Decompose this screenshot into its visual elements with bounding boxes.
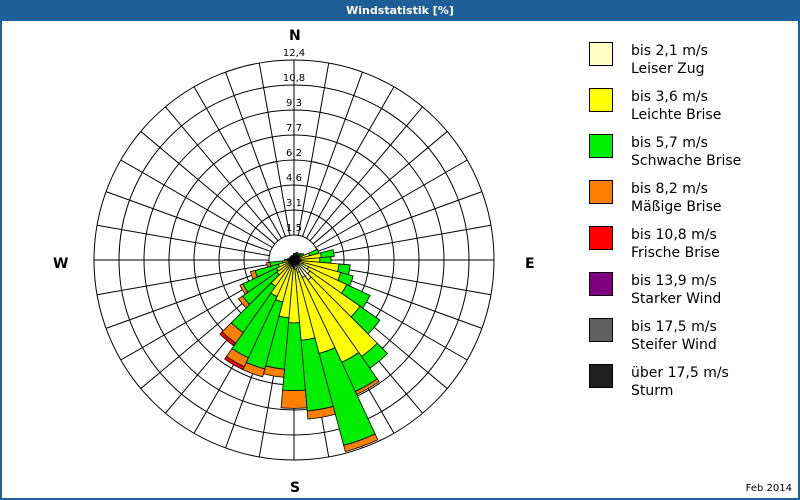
legend-swatch bbox=[589, 272, 613, 296]
compass-west: W bbox=[53, 256, 69, 272]
legend-name: Mäßige Brise bbox=[631, 199, 722, 215]
legend-swatch bbox=[589, 42, 613, 66]
legend-range: bis 10,8 m/s bbox=[631, 227, 717, 243]
legend-swatch bbox=[589, 88, 613, 112]
compass-south: S bbox=[290, 480, 301, 496]
svg-text:3,1: 3,1 bbox=[286, 198, 302, 209]
legend-swatch bbox=[589, 318, 613, 342]
legend-name: Sturm bbox=[631, 383, 674, 399]
svg-text:7,7: 7,7 bbox=[286, 123, 302, 134]
svg-text:12,4: 12,4 bbox=[283, 48, 305, 59]
svg-text:6,2: 6,2 bbox=[286, 148, 302, 159]
radial-tick-labels: 1,5 3,1 4,6 6,2 7,7 9,3 10,8 12,4 bbox=[283, 48, 305, 234]
legend-range: bis 3,6 m/s bbox=[631, 89, 708, 105]
legend-range: bis 2,1 m/s bbox=[631, 43, 708, 59]
legend-name: Frische Brise bbox=[631, 245, 720, 261]
svg-text:1,5: 1,5 bbox=[286, 223, 302, 234]
compass-east: E bbox=[525, 256, 535, 272]
legend-name: Starker Wind bbox=[631, 291, 722, 307]
legend-swatch bbox=[589, 226, 613, 250]
legend-range: bis 8,2 m/s bbox=[631, 181, 708, 197]
legend-name: Schwache Brise bbox=[631, 153, 742, 169]
legend-swatch bbox=[589, 180, 613, 204]
legend-range: bis 17,5 m/s bbox=[631, 319, 717, 335]
legend-swatch bbox=[589, 134, 613, 158]
svg-text:9,3: 9,3 bbox=[286, 98, 302, 109]
legend-range: bis 5,7 m/s bbox=[631, 135, 708, 151]
svg-text:4,6: 4,6 bbox=[286, 173, 302, 184]
legend-name: Steifer Wind bbox=[631, 337, 717, 353]
compass-north: N bbox=[289, 28, 301, 44]
date-label: Feb 2014 bbox=[745, 483, 792, 494]
wind-petals bbox=[219, 248, 389, 453]
legend-range: bis 13,9 m/s bbox=[631, 273, 717, 289]
legend-name: Leiser Zug bbox=[631, 61, 705, 77]
chart-title: Windstatistik [%] bbox=[0, 0, 800, 21]
svg-text:10,8: 10,8 bbox=[283, 73, 305, 84]
legend-swatch bbox=[589, 364, 613, 388]
legend-name: Leichte Brise bbox=[631, 107, 722, 123]
legend-range: über 17,5 m/s bbox=[631, 365, 729, 381]
